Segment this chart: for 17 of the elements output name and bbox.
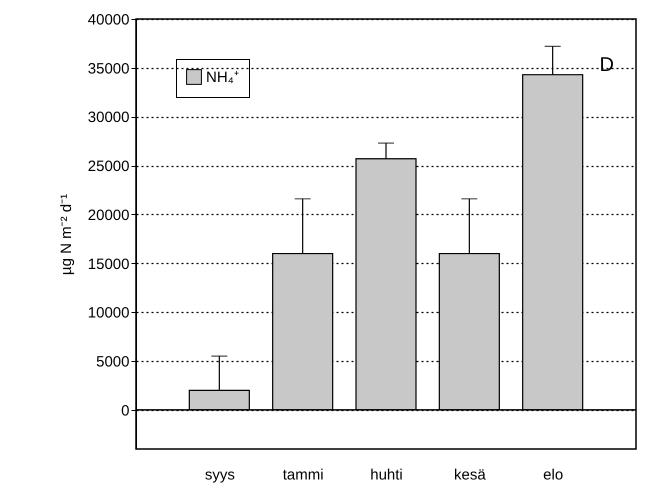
y-tick-label: 10000 [88,304,130,322]
y-tick-label: 30000 [88,109,130,126]
y-tick-label: 35000 [88,60,130,78]
x-tick-label: tammi [282,466,324,484]
y-tick-label: 20000 [88,206,130,224]
y-axis-title: µg N m⁻² d⁻¹ [58,194,75,276]
x-tick-label: syys [204,466,235,484]
y-tick-label: 25000 [88,158,130,176]
y-tick-label: 5000 [96,354,130,371]
y-tick-label: 15000 [88,256,130,273]
x-tick-label: kesä [454,466,486,484]
y-tick-label: 0 [121,402,130,420]
y-tick-label: 40000 [88,12,130,28]
annotation: D [600,54,614,76]
x-tick-label: huhti [370,466,403,484]
x-tick-label: elo [543,466,564,484]
legend-label: NH₄⁺ [206,69,239,86]
